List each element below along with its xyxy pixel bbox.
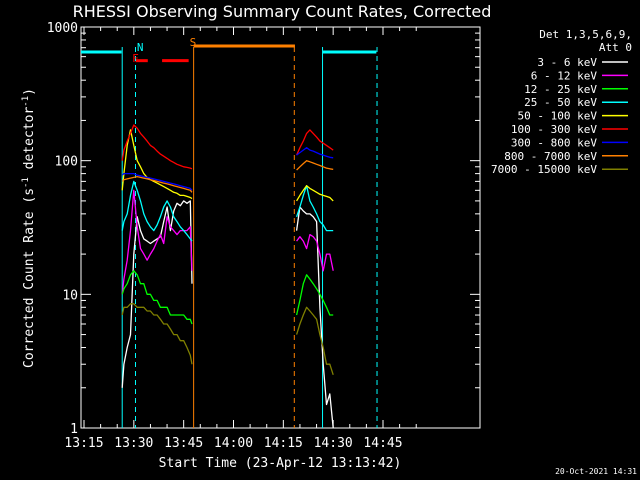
series-line — [296, 147, 334, 159]
legend-entry-label: 800 - 7000 keV — [504, 150, 597, 163]
legend-entry-label: 300 - 800 keV — [511, 136, 597, 149]
plot-frame — [80, 26, 481, 429]
x-tick-label: 14:15 — [264, 436, 303, 451]
y-tick-label: 100 — [55, 155, 78, 170]
legend-entry-label: 25 - 50 keV — [524, 96, 597, 109]
axis-ticks: 13:15 13:30 13:45 14:00 14:15 14:30 14:45 1 10 10… — [47, 21, 480, 451]
series-line — [121, 175, 193, 193]
y-tick-label: 10 — [62, 288, 78, 303]
series-line — [296, 160, 334, 171]
x-tick-label: 14:00 — [214, 436, 253, 451]
x-tick-label: 14:30 — [314, 436, 353, 451]
y-axis-title-end: ) — [22, 88, 37, 96]
time-markers: NF S — [81, 36, 378, 428]
x-tick-label: 14:45 — [363, 436, 402, 451]
legend-entry-label: 6 - 12 keV — [531, 69, 598, 82]
series-line — [295, 185, 334, 232]
y-tick-label: 1000 — [47, 21, 78, 36]
series-line — [295, 306, 334, 375]
legend-entry-label: 3 - 6 keV — [537, 56, 597, 69]
series-line — [295, 206, 334, 429]
legend-header-line1: Det 1,3,5,6,9, — [539, 28, 632, 41]
x-tick-label: 13:45 — [164, 436, 203, 451]
x-tick-label: 13:30 — [114, 436, 153, 451]
data-series — [121, 124, 334, 429]
series-line — [295, 274, 334, 316]
y-axis-title-exp2: -1 — [21, 96, 31, 107]
legend-header-line2: Att 0 — [599, 41, 632, 54]
y-axis-title-exp1: -1 — [21, 177, 31, 188]
marker-label-N: N — [137, 41, 144, 54]
series-line — [121, 172, 193, 191]
svg-text:Corrected Count Rate (s-1 dete: Corrected Count Rate (s-1 detector-1) — [21, 88, 37, 368]
series-line — [296, 129, 334, 156]
chart-title: RHESSI Observing Summary Count Rates, Co… — [73, 2, 492, 21]
series-line — [296, 233, 334, 272]
legend-entry-label: 50 - 100 keV — [518, 110, 598, 123]
series-line — [121, 129, 193, 200]
legend-entry-label: 7000 - 15000 keV — [491, 163, 597, 176]
y-tick-label: 1 — [70, 422, 78, 437]
legend-entry-label: 100 - 300 keV — [511, 123, 597, 136]
x-tick-label: 13:15 — [64, 436, 103, 451]
series-line — [121, 124, 193, 170]
series-line — [121, 189, 193, 295]
series-line — [121, 270, 193, 325]
marker-label-F: F — [132, 52, 139, 65]
series-line — [296, 185, 334, 202]
series-line — [121, 200, 193, 388]
y-axis-title-main: Corrected Count Rate (s — [22, 188, 37, 368]
series-line — [121, 303, 193, 365]
y-axis-title: Corrected Count Rate (s-1 detector-1) — [21, 88, 37, 368]
series-line — [121, 180, 193, 242]
x-axis-title: Start Time (23-Apr-12 13:13:42) — [159, 456, 402, 471]
marker-label-S: S — [190, 36, 197, 49]
y-axis-title-mid: detector — [22, 107, 37, 178]
legend-entry-label: 12 - 25 keV — [524, 83, 597, 96]
generation-timestamp: 20-Oct-2021 14:31 — [555, 467, 637, 476]
